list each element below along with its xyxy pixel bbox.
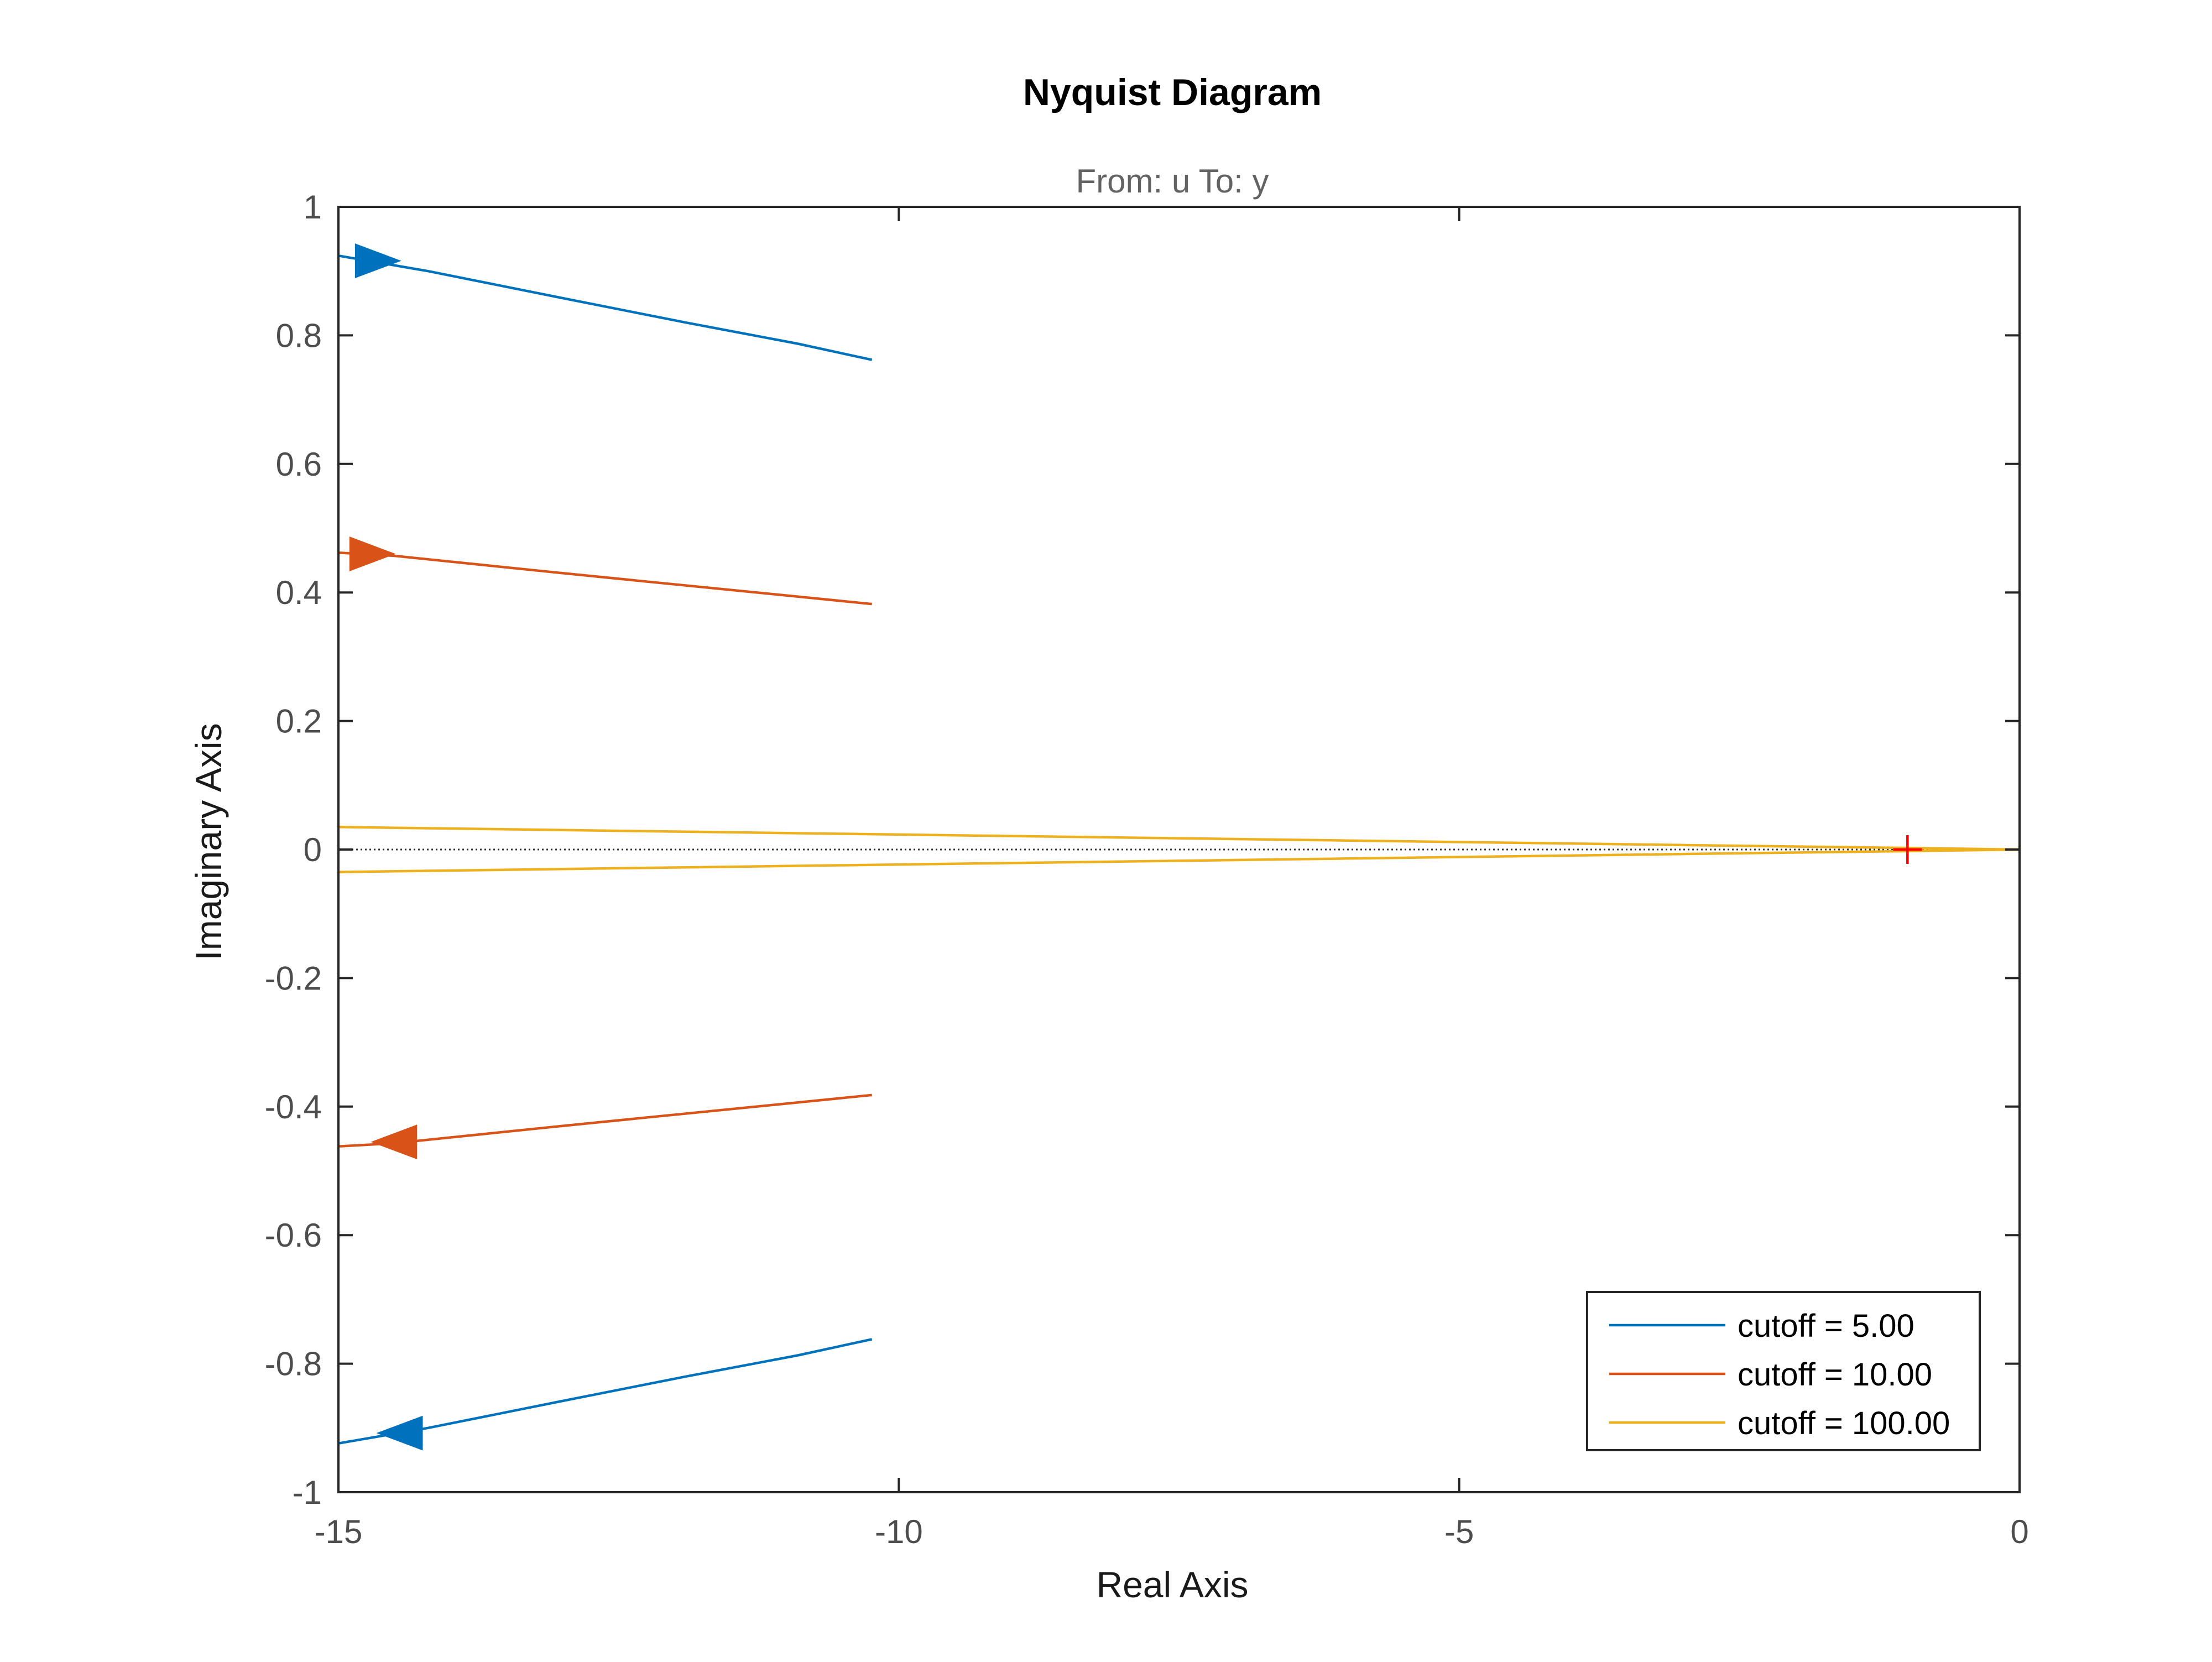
legend-label-3: cutoff = 100.00 — [1738, 1405, 1950, 1441]
y-tick-label: 0.8 — [276, 317, 322, 354]
chart-title: Nyquist Diagram — [1023, 71, 1322, 113]
series-1-arrow-lower-marker — [376, 1415, 423, 1451]
legend-box — [1586, 1291, 1981, 1451]
legend-label-2: cutoff = 10.00 — [1738, 1357, 1932, 1393]
y-tick-label: -0.8 — [265, 1346, 322, 1383]
y-tick-label: 1 — [304, 189, 322, 226]
legend-label-1: cutoff = 5.00 — [1738, 1308, 1914, 1344]
series-1-arrow-upper-marker — [354, 243, 401, 279]
series-2-arrow-upper-marker — [349, 536, 396, 571]
x-axis-label: Real Axis — [1096, 1564, 1248, 1605]
y-tick-label: -0.2 — [265, 960, 322, 997]
plot-area — [338, 243, 2020, 1451]
y-tick-label: -0.4 — [265, 1088, 322, 1126]
axes-layer: -15 -10 -5 0 1 0.8 0.6 0.4 0.2 0 -0.2 -0.4 -0.6 -0.8 -… — [265, 189, 2029, 1550]
series-3-lower-line — [338, 848, 2020, 873]
data-layer — [338, 243, 2020, 1451]
y-tick-label: 0 — [304, 831, 322, 868]
y-tick-label: 0.2 — [276, 703, 322, 740]
chart-subtitle: From: u To: y — [1076, 163, 1269, 200]
y-tick-label: 0.6 — [276, 446, 322, 483]
x-tick-label: -10 — [875, 1513, 923, 1550]
y-axis-label: Imaginary Axis — [188, 723, 229, 960]
y-tick-label: -0.6 — [265, 1217, 322, 1254]
y-tick-label: 0.4 — [276, 574, 322, 611]
series-2-arrow-lower-marker — [371, 1124, 418, 1160]
x-tick-label: -5 — [1444, 1513, 1474, 1550]
critical-point-marker — [1893, 835, 1922, 864]
y-tick-label: -1 — [293, 1474, 322, 1511]
legend: cutoff = 5.00 cutoff = 10.00 cutoff = 100.… — [1586, 1291, 1981, 1451]
series-2-lower-line — [338, 1093, 872, 1148]
series-1-upper-line — [338, 254, 873, 361]
x-tick-label: -15 — [315, 1513, 363, 1550]
series-3-upper-line — [338, 826, 2020, 851]
series-2-upper-line — [338, 551, 872, 606]
x-tick-label: 0 — [2010, 1513, 2028, 1550]
